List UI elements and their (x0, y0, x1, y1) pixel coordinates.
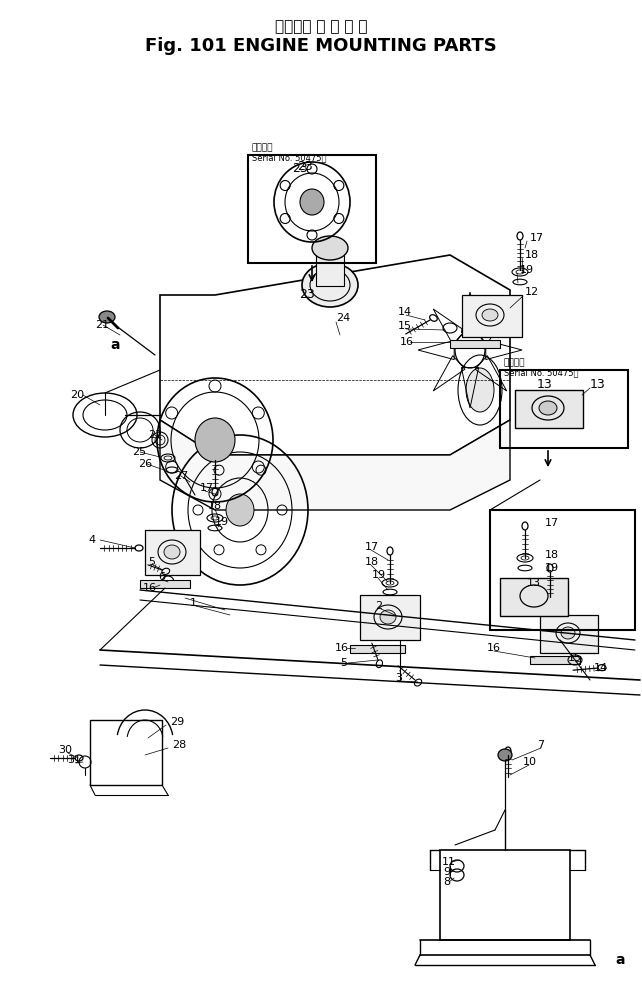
Text: 17: 17 (200, 483, 214, 493)
Bar (90, 720, 162, 785)
Text: 17: 17 (365, 542, 379, 552)
Bar (140, 580, 190, 588)
Text: Fig. 101 ENGINE MOUNTING PARTS: Fig. 101 ENGINE MOUNTING PARTS (145, 37, 497, 55)
Bar (462, 295, 522, 337)
Bar (500, 578, 568, 616)
Ellipse shape (380, 610, 396, 624)
Text: Serial No. 50475～: Serial No. 50475～ (504, 369, 578, 378)
Text: 31: 31 (67, 755, 81, 765)
Text: 13: 13 (590, 379, 606, 392)
Text: 6: 6 (158, 572, 165, 582)
Text: 17: 17 (530, 233, 544, 243)
Text: 10: 10 (523, 757, 537, 767)
Ellipse shape (466, 368, 494, 412)
Text: 27: 27 (174, 471, 188, 481)
Text: 17: 17 (545, 518, 559, 528)
Ellipse shape (561, 627, 575, 639)
Ellipse shape (99, 311, 115, 323)
Polygon shape (160, 420, 510, 510)
Ellipse shape (300, 189, 324, 215)
Text: 21: 21 (95, 320, 109, 330)
Text: 26: 26 (138, 459, 152, 469)
Bar (316, 248, 344, 286)
Text: 18: 18 (525, 250, 539, 260)
Text: 5: 5 (148, 557, 155, 567)
Text: 18: 18 (208, 501, 222, 511)
Text: 15: 15 (568, 653, 582, 663)
Text: 22: 22 (148, 430, 162, 440)
Text: 25: 25 (132, 447, 146, 457)
Bar (248, 155, 376, 263)
Bar (540, 615, 598, 653)
Text: 19: 19 (545, 563, 559, 573)
Text: 13: 13 (527, 578, 541, 588)
Text: 30: 30 (58, 745, 72, 755)
Text: 16: 16 (143, 583, 157, 593)
Ellipse shape (164, 545, 180, 559)
Ellipse shape (482, 309, 498, 321)
Text: 15: 15 (398, 321, 412, 331)
Text: 3: 3 (395, 673, 402, 683)
Text: 2: 2 (375, 601, 382, 611)
Text: 18: 18 (545, 550, 559, 560)
Ellipse shape (312, 236, 348, 260)
Text: a: a (110, 338, 120, 352)
Text: 7: 7 (537, 740, 544, 750)
Text: エンジン 取 付 部 品: エンジン 取 付 部 品 (275, 20, 367, 35)
Text: 5: 5 (340, 658, 347, 668)
Text: 適用号表: 適用号表 (504, 358, 526, 368)
Text: 1: 1 (190, 598, 197, 608)
Text: a: a (615, 953, 625, 967)
Bar (515, 390, 583, 428)
Text: 23: 23 (297, 159, 313, 172)
Bar (450, 340, 500, 348)
Text: 20: 20 (70, 390, 84, 400)
Bar (490, 510, 635, 630)
Text: 適用号表: 適用号表 (252, 143, 273, 152)
Text: 23: 23 (292, 161, 308, 174)
Ellipse shape (539, 401, 557, 415)
Ellipse shape (302, 263, 358, 307)
Text: 18: 18 (365, 557, 379, 567)
Text: 28: 28 (172, 740, 186, 750)
Text: Serial No. 50475～: Serial No. 50475～ (252, 153, 327, 162)
Text: 19: 19 (372, 570, 386, 580)
Text: 19: 19 (520, 265, 534, 275)
Ellipse shape (498, 749, 512, 761)
Text: 19: 19 (215, 517, 229, 527)
Ellipse shape (195, 418, 235, 462)
Bar (360, 595, 420, 640)
Text: 13: 13 (537, 379, 553, 392)
Bar (440, 850, 570, 940)
Bar (500, 370, 628, 448)
Bar (145, 530, 200, 575)
Text: 16: 16 (400, 337, 414, 347)
Text: 29: 29 (170, 717, 184, 727)
Text: 16: 16 (335, 643, 349, 653)
Bar (530, 656, 580, 664)
Text: 12: 12 (525, 287, 539, 297)
Text: 9: 9 (443, 867, 450, 877)
Text: 4: 4 (88, 535, 95, 545)
Text: 14: 14 (594, 663, 608, 673)
Text: 16: 16 (487, 643, 501, 653)
Text: 14: 14 (398, 307, 412, 317)
Text: 8: 8 (443, 877, 450, 887)
Text: 11: 11 (442, 857, 456, 867)
Ellipse shape (226, 494, 254, 526)
Text: 24: 24 (336, 313, 351, 323)
Text: 23: 23 (299, 289, 315, 302)
Bar (350, 645, 405, 653)
